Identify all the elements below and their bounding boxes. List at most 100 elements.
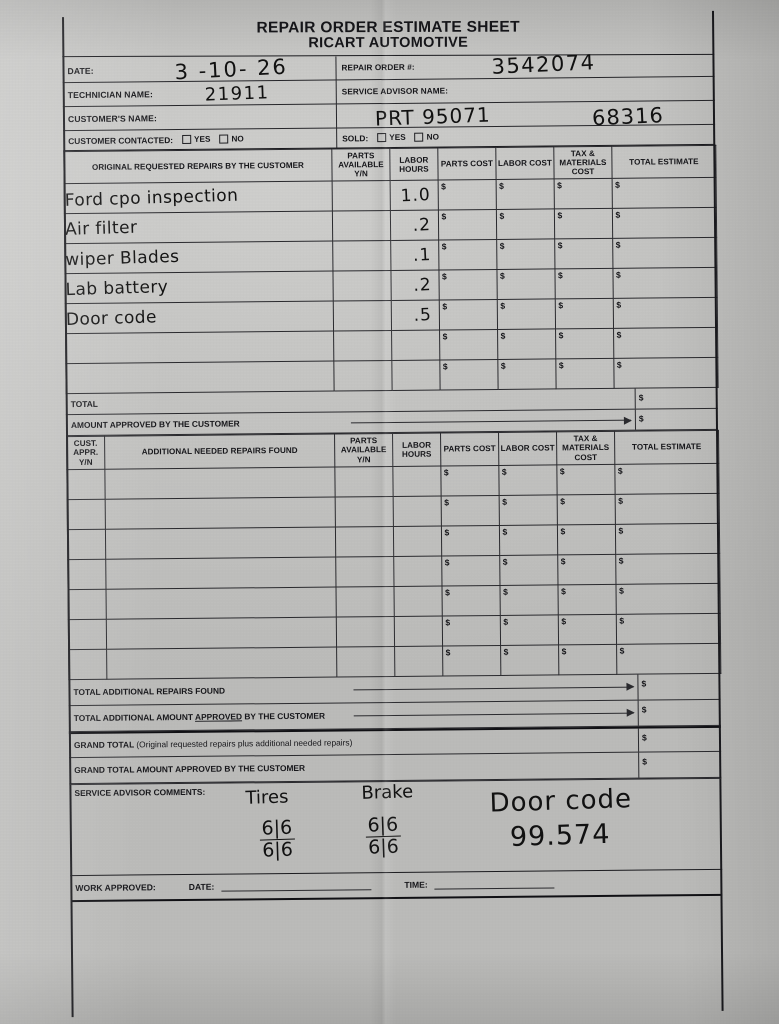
customer-name-field[interactable]: CUSTOMER'S NAME: xyxy=(62,104,338,131)
cell-parts-cost[interactable] xyxy=(442,645,501,676)
cell-total-estimate[interactable] xyxy=(612,207,717,239)
cell-description[interactable] xyxy=(106,646,337,679)
cell-tax-materials[interactable] xyxy=(558,643,617,675)
cell-total-estimate[interactable] xyxy=(612,267,718,299)
cell-labor-cost[interactable] xyxy=(497,359,557,390)
cell-description[interactable] xyxy=(106,586,337,619)
labor-hours-value: .5 xyxy=(413,304,433,326)
cell-parts-cost[interactable] xyxy=(441,495,500,526)
comment-door-code-title: Door code xyxy=(489,783,633,819)
labor-hours-value: 1.0 xyxy=(400,184,432,207)
date-field[interactable]: DATE: 3 -10- 26 xyxy=(62,55,337,85)
cell-total-estimate[interactable] xyxy=(616,612,721,644)
cell-parts-cost[interactable] xyxy=(439,329,498,361)
service-advisor-comments-label: SERVICE ADVISOR COMMENTS: xyxy=(74,786,206,798)
cell-labor-cost[interactable] xyxy=(496,209,555,240)
cell-total-estimate[interactable] xyxy=(615,522,720,554)
repair-order-label: REPAIR ORDER #: xyxy=(341,62,415,73)
cell-description[interactable] xyxy=(105,526,336,559)
cell-labor-cost[interactable] xyxy=(496,269,556,300)
cell-total-estimate[interactable] xyxy=(613,357,719,389)
cell-total-estimate[interactable] xyxy=(612,237,717,269)
cell-description[interactable]: Ford cpo inspection xyxy=(64,181,333,215)
cell-total-estimate[interactable] xyxy=(615,492,720,524)
service-advisor-comments-section[interactable]: SERVICE ADVISOR COMMENTS: Tires 6|6 6|6 … xyxy=(69,777,723,876)
cell-labor-cost[interactable] xyxy=(499,554,558,586)
total-additional-found-value[interactable] xyxy=(637,673,721,700)
cell-tax-materials[interactable] xyxy=(558,613,617,645)
cell-labor-cost[interactable] xyxy=(499,524,558,556)
cell-tax-materials[interactable] xyxy=(556,463,616,495)
cell-total-estimate[interactable] xyxy=(616,642,721,674)
comment-tires-title: Tires xyxy=(245,786,289,809)
cell-labor-cost[interactable] xyxy=(496,179,555,210)
labor-hours-value: .2 xyxy=(412,274,433,296)
cell-parts-cost[interactable] xyxy=(438,269,498,301)
cell-parts-cost[interactable] xyxy=(441,585,501,616)
cell-tax-materials[interactable] xyxy=(557,583,617,615)
cell-tax-materials[interactable] xyxy=(554,178,613,210)
cell-tax-materials[interactable] xyxy=(557,553,616,585)
cell-parts-cost[interactable] xyxy=(438,209,497,241)
labor-hours-value: .1 xyxy=(412,244,432,266)
cell-total-estimate[interactable] xyxy=(614,462,720,494)
cell-parts-cost[interactable] xyxy=(440,465,500,496)
repair-description-value: Lab battery xyxy=(65,276,169,301)
header-row-customer: CUSTOMER'S NAME: PRT 95071 68316 xyxy=(62,101,716,132)
cell-labor-cost[interactable] xyxy=(499,584,559,616)
cell-description[interactable] xyxy=(104,466,336,499)
cell-total-estimate[interactable] xyxy=(613,327,718,359)
cell-parts-cost[interactable] xyxy=(441,555,500,586)
cell-description[interactable] xyxy=(65,331,334,364)
cell-labor-cost[interactable] xyxy=(496,239,555,270)
cell-parts-cost[interactable] xyxy=(439,299,498,331)
amount-approved-value[interactable] xyxy=(634,409,719,431)
cell-description[interactable]: Door code xyxy=(65,301,334,335)
cell-description[interactable] xyxy=(105,496,336,529)
grand-total-value[interactable] xyxy=(637,727,722,752)
technician-field[interactable]: TECHNICIAN NAME: 21911 xyxy=(62,80,337,107)
cell-tax-materials[interactable] xyxy=(557,523,616,555)
cell-tax-materials[interactable] xyxy=(555,298,614,330)
service-advisor-value-secondary: 68316 xyxy=(591,103,665,131)
cell-description[interactable]: Lab battery xyxy=(64,271,334,305)
cell-parts-cost[interactable] xyxy=(438,179,497,211)
technician-label: TECHNICIAN NAME: xyxy=(67,88,153,100)
cell-total-estimate[interactable] xyxy=(615,582,721,614)
cell-labor-cost[interactable] xyxy=(497,299,556,330)
cell-total-estimate[interactable] xyxy=(615,552,720,584)
cell-tax-materials[interactable] xyxy=(554,268,614,300)
company-name: RICART AUTOMOTIVE xyxy=(308,34,469,52)
cell-labor-cost[interactable] xyxy=(499,494,558,526)
cell-tax-materials[interactable] xyxy=(555,328,614,360)
cell-description[interactable]: wiper Blades xyxy=(64,241,333,275)
service-advisor-field[interactable]: SERVICE ADVISOR NAME: xyxy=(337,77,715,104)
cell-description[interactable] xyxy=(106,616,337,649)
cell-parts-cost[interactable] xyxy=(439,359,499,391)
grand-total-approved-value[interactable] xyxy=(638,751,722,778)
total-value[interactable] xyxy=(634,388,718,410)
cell-parts-cost[interactable] xyxy=(438,239,497,271)
cell-labor-cost[interactable] xyxy=(497,329,556,360)
technician-value: 21911 xyxy=(204,82,270,106)
total-additional-approved-value[interactable] xyxy=(637,699,721,726)
cell-labor-cost[interactable] xyxy=(500,644,559,676)
cell-parts-cost[interactable] xyxy=(441,525,500,556)
cell-description[interactable]: Air filter xyxy=(64,211,333,245)
cell-total-estimate[interactable] xyxy=(613,297,718,329)
form-title-block: REPAIR ORDER ESTIMATE SHEET RICART AUTOM… xyxy=(62,12,715,58)
cell-tax-materials[interactable] xyxy=(554,238,613,270)
repair-order-field[interactable]: REPAIR ORDER #: 3542074 xyxy=(336,50,714,80)
cell-tax-materials[interactable] xyxy=(555,358,615,390)
cell-labor-cost[interactable] xyxy=(498,464,558,496)
cell-tax-materials[interactable] xyxy=(557,493,616,525)
cell-labor-cost[interactable] xyxy=(500,614,559,646)
cell-description[interactable] xyxy=(105,556,336,589)
cell-parts-cost[interactable] xyxy=(442,615,501,646)
cell-description[interactable] xyxy=(65,361,335,394)
cell-total-estimate[interactable] xyxy=(612,177,717,209)
cell-tax-materials[interactable] xyxy=(554,208,613,240)
service-advisor-value: PRT 95071 xyxy=(374,102,492,131)
service-advisor-value-cell[interactable]: PRT 95071 68316 xyxy=(337,101,715,131)
